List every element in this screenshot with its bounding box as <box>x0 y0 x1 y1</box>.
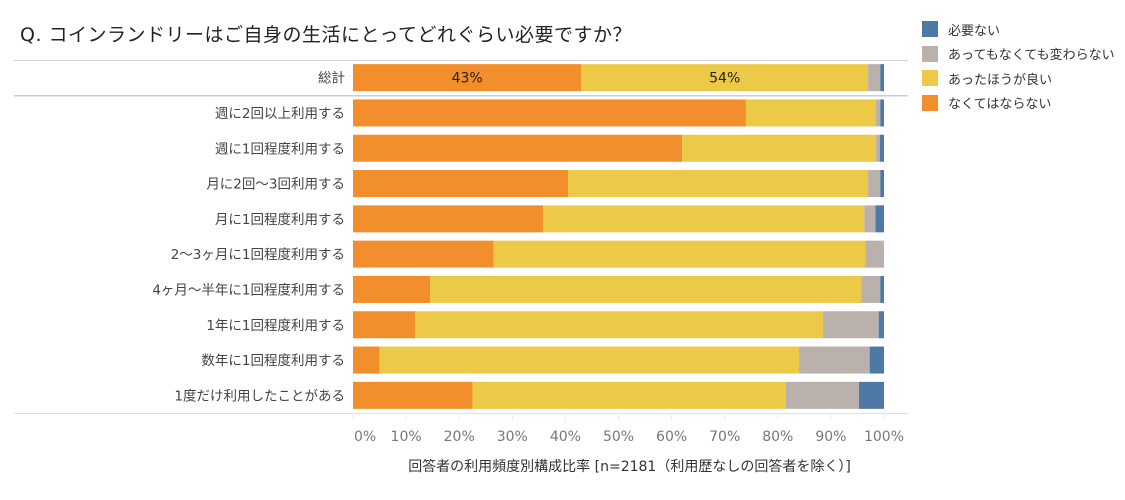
x-tick-label: 30% <box>497 429 528 445</box>
bar-segment <box>868 170 881 198</box>
legend-swatch-no-difference <box>922 45 938 62</box>
bar-segment <box>799 346 870 374</box>
bar-segment <box>878 311 884 339</box>
x-axis-label: 回答者の利用頻度別構成比率 [n=2181（利用歴なしの回答者を除く）] <box>408 458 851 475</box>
bar-segment <box>353 170 569 198</box>
x-tick-label: 50% <box>603 429 634 445</box>
category-label: 週に2回以上利用する <box>215 106 345 122</box>
legend-item-not-needed: 必要ない <box>922 17 1115 42</box>
bar-segment <box>785 381 860 409</box>
bar-segment <box>581 64 869 92</box>
bar-segment <box>472 381 786 409</box>
bar-segment <box>745 99 877 127</box>
bar-segment <box>859 381 884 409</box>
category-label: 月に2回～3回利用する <box>206 177 345 193</box>
x-tick-label: 40% <box>550 429 581 445</box>
x-tick-label: 100% <box>864 429 904 445</box>
category-label: 2～3ヶ月に1回程度利用する <box>171 247 345 263</box>
bar-segment <box>353 99 746 127</box>
bar-segment <box>875 205 884 233</box>
bar-segment <box>880 275 884 303</box>
x-tick-label: 20% <box>444 429 475 445</box>
bar-segment <box>493 240 866 268</box>
bar-segment <box>682 134 877 162</box>
x-tick-label: 90% <box>815 429 846 445</box>
bar-segment <box>869 346 884 374</box>
bar-segment <box>353 346 380 374</box>
legend: 必要ない あってもなくても変わらない あったほうが良い なくてはならない <box>922 17 1115 115</box>
legend-label-not-needed: 必要ない <box>948 23 1001 39</box>
data-label: 43% <box>452 71 483 87</box>
bar-segment <box>415 311 823 339</box>
x-tick-label: 80% <box>762 429 793 445</box>
bar-segment <box>861 275 881 303</box>
category-label: 週に1回程度利用する <box>215 141 345 157</box>
legend-swatch-better-to-have <box>922 70 938 87</box>
bar-segment <box>568 170 869 198</box>
bar-segment <box>353 240 494 268</box>
bar-segment <box>880 99 884 127</box>
bar-segment <box>353 134 683 162</box>
bar-segment <box>353 64 582 92</box>
legend-item-no-difference: あってもなくても変わらない <box>922 42 1115 67</box>
bar-segment <box>864 205 876 233</box>
category-label: 1度だけ利用したことがある <box>174 388 345 404</box>
chart-title: Q. コインランドリーはご自身の生活にとってどれぐらい必要ですか？ <box>20 24 633 46</box>
bar-segment <box>543 205 865 233</box>
category-label: 1年に1回程度利用する <box>206 318 345 334</box>
data-label: 54% <box>709 71 740 87</box>
bar-segment <box>880 170 884 198</box>
legend-swatch-indispensable <box>922 94 938 111</box>
bar-segment <box>429 275 862 303</box>
x-tick-label: 10% <box>391 429 422 445</box>
bar-segment <box>879 134 884 162</box>
category-label: 数年に1回程度利用する <box>201 353 345 369</box>
bar-segment <box>868 64 881 92</box>
bar-segment <box>880 64 884 92</box>
bar-segment <box>876 99 881 127</box>
legend-label-no-difference: あってもなくても変わらない <box>948 48 1115 64</box>
category-label: 月に1回程度利用する <box>215 212 345 228</box>
legend-label-better-to-have: あったほうが良い <box>948 72 1053 88</box>
bar-segment <box>876 134 880 162</box>
bar-segment <box>353 381 473 409</box>
legend-swatch-not-needed <box>922 21 938 38</box>
legend-label-indispensable: なくてはならない <box>948 97 1052 113</box>
bar-segment <box>353 205 544 233</box>
bar-segment <box>353 311 416 339</box>
bar-segment <box>822 311 879 339</box>
category-label: 4ヶ月～半年に1回程度利用する <box>152 282 345 298</box>
bar-segment <box>353 275 430 303</box>
x-tick-label: 70% <box>709 429 740 445</box>
bar-segment <box>379 346 800 374</box>
legend-item-indispensable: なくてはならない <box>922 91 1115 116</box>
x-tick-label: 0% <box>354 429 376 445</box>
bar-segment <box>865 240 884 268</box>
legend-item-better-to-have: あったほうが良い <box>922 66 1115 91</box>
x-tick-label: 60% <box>656 429 687 445</box>
category-label: 総計 <box>318 71 345 87</box>
